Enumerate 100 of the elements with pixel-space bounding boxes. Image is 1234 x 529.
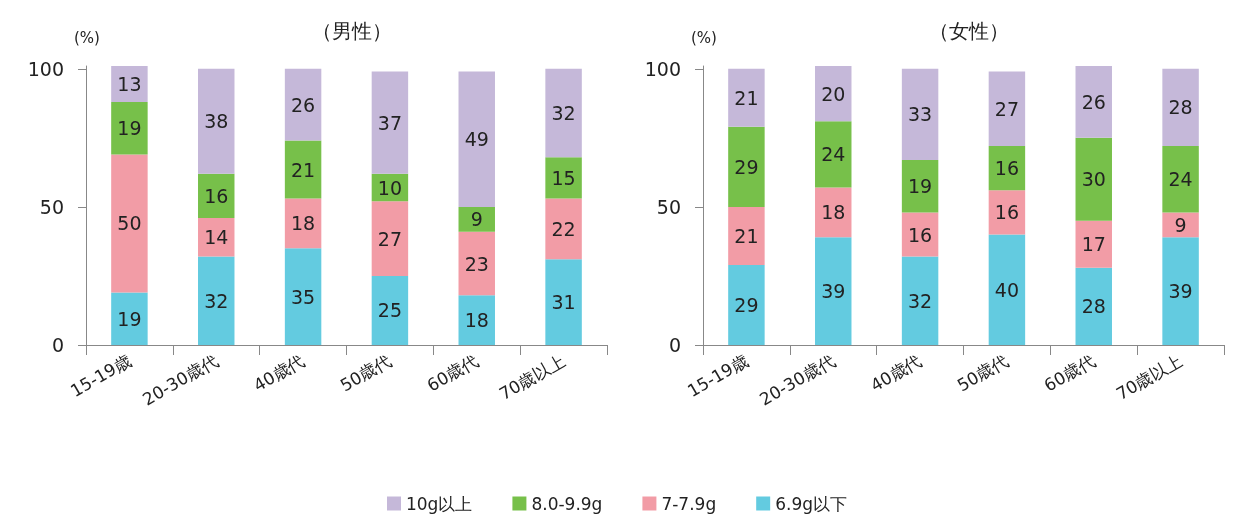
- y-axis-title: (%): [74, 28, 100, 47]
- legend-label: 10g以上: [405, 493, 473, 514]
- bar: [545, 68, 582, 158]
- data-label: 33: [907, 103, 933, 126]
- data-label: 50: [117, 212, 142, 235]
- bar: [198, 256, 235, 345]
- x-tick-label: 70歳以上: [1112, 350, 1186, 404]
- bar: [1162, 212, 1199, 238]
- data-label: 18: [290, 212, 316, 235]
- data-label: 37: [377, 111, 403, 134]
- bar: [545, 259, 582, 345]
- data-label: 32: [551, 101, 576, 124]
- bar: [111, 66, 148, 102]
- legend-label: 7-7.9g: [661, 493, 717, 514]
- data-label: 9: [1174, 213, 1187, 236]
- bar: [458, 71, 495, 207]
- y-tick-label: 100: [644, 57, 681, 80]
- bar: [545, 198, 582, 260]
- data-label: 19: [907, 175, 933, 198]
- data-label: 15: [551, 166, 576, 189]
- data-label: 32: [907, 289, 933, 312]
- y-tick-label: 50: [39, 195, 64, 218]
- data-label: 14: [204, 226, 229, 249]
- data-label: 16: [204, 184, 229, 207]
- data-label: 16: [994, 201, 1020, 224]
- data-label: 9: [470, 208, 483, 231]
- bar: [1162, 237, 1199, 345]
- data-label: 22: [551, 217, 576, 240]
- data-label: 49: [464, 128, 489, 151]
- y-axis-title: (%): [691, 28, 717, 47]
- y-tick-label: 50: [656, 195, 681, 218]
- data-label: 26: [290, 93, 316, 116]
- data-label: 35: [290, 285, 316, 308]
- y-tick-label: 100: [27, 57, 64, 80]
- data-label: 24: [821, 143, 846, 166]
- chart-title: （男性）: [311, 19, 392, 43]
- chart-title: （女性）: [928, 19, 1009, 43]
- bar: [728, 68, 765, 127]
- data-label: 32: [204, 289, 229, 312]
- legend-label: 8.0-9.9g: [531, 493, 603, 514]
- bar: [901, 159, 939, 213]
- data-label: 21: [734, 86, 759, 109]
- bar: [1075, 137, 1112, 221]
- data-label: 28: [1168, 96, 1193, 119]
- data-label: 16: [994, 157, 1020, 180]
- bar: [1162, 68, 1199, 147]
- data-label: 18: [821, 201, 846, 224]
- bar: [988, 71, 1026, 147]
- data-label: 38: [204, 110, 229, 133]
- bar: [545, 157, 582, 199]
- bar: [198, 68, 235, 174]
- bar: [458, 231, 495, 296]
- bar: [901, 68, 939, 160]
- x-tick-label: 50歳代: [953, 350, 1012, 396]
- bar: [728, 206, 765, 265]
- data-label: 18: [464, 309, 489, 332]
- bar: [901, 256, 939, 345]
- data-label: 21: [734, 224, 759, 247]
- bar: [111, 292, 148, 345]
- x-tick-label: 40歳代: [249, 350, 309, 396]
- bar: [728, 126, 765, 207]
- data-label: 10: [377, 176, 403, 199]
- bar: [1075, 66, 1112, 138]
- bar: [1075, 267, 1112, 345]
- data-label: 17: [1081, 233, 1106, 256]
- bar: [1075, 220, 1112, 268]
- bar: [284, 68, 322, 141]
- data-label: 19: [117, 307, 142, 330]
- bar: [371, 201, 409, 276]
- data-label: 29: [734, 155, 759, 178]
- bar: [371, 71, 409, 174]
- data-label: 39: [1168, 280, 1193, 303]
- bar: [815, 66, 852, 122]
- data-label: 24: [1168, 168, 1193, 191]
- data-label: 16: [907, 223, 933, 246]
- bar: [284, 248, 322, 345]
- bar: [111, 154, 148, 293]
- data-label: 27: [994, 97, 1020, 120]
- y-tick-label: 0: [668, 334, 681, 356]
- x-tick-label: 60歳代: [423, 350, 482, 396]
- legend-label: 6.9g以下: [775, 493, 848, 514]
- x-tick-label: 70歳以上: [495, 350, 569, 404]
- bar: [284, 140, 322, 199]
- bar: [815, 121, 852, 188]
- data-label: 29: [734, 293, 759, 316]
- data-label: 39: [821, 280, 846, 303]
- x-tick-label: 50歳代: [336, 350, 395, 396]
- data-label: 20: [821, 82, 846, 105]
- data-label: 21: [290, 158, 316, 181]
- data-label: 19: [117, 117, 142, 140]
- bar: [988, 234, 1026, 345]
- bar: [1162, 146, 1199, 213]
- bar: [815, 237, 852, 345]
- bar: [111, 101, 148, 155]
- data-label: 28: [1081, 295, 1106, 318]
- x-tick-label: 40歳代: [866, 350, 926, 396]
- bar: [901, 212, 939, 257]
- data-label: 31: [551, 291, 576, 314]
- data-label: 27: [377, 227, 403, 250]
- data-label: 25: [377, 299, 403, 322]
